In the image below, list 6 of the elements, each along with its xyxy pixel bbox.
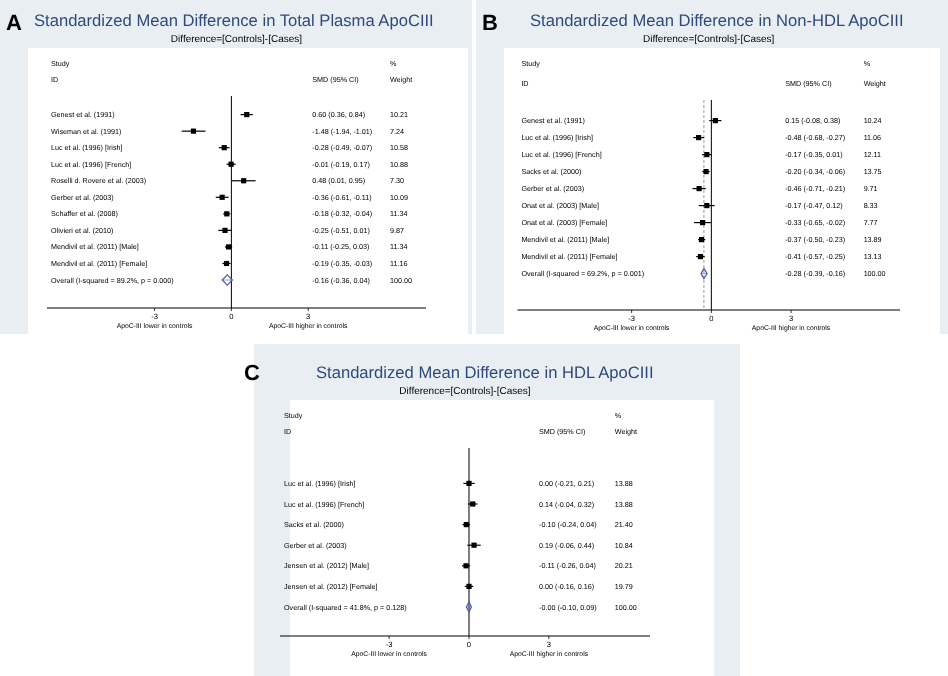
text: B xyxy=(482,12,498,36)
chart-title: Standardized Mean Difference in HDL ApoCIII xyxy=(316,362,654,382)
chart-title: Standardized Mean Difference in Non-HDL ApoCIII xyxy=(530,10,904,30)
text: A xyxy=(6,12,22,36)
text: C xyxy=(244,362,260,386)
chart-title: Standardized Mean Difference in Total Plasma ApoCIII xyxy=(34,10,434,30)
